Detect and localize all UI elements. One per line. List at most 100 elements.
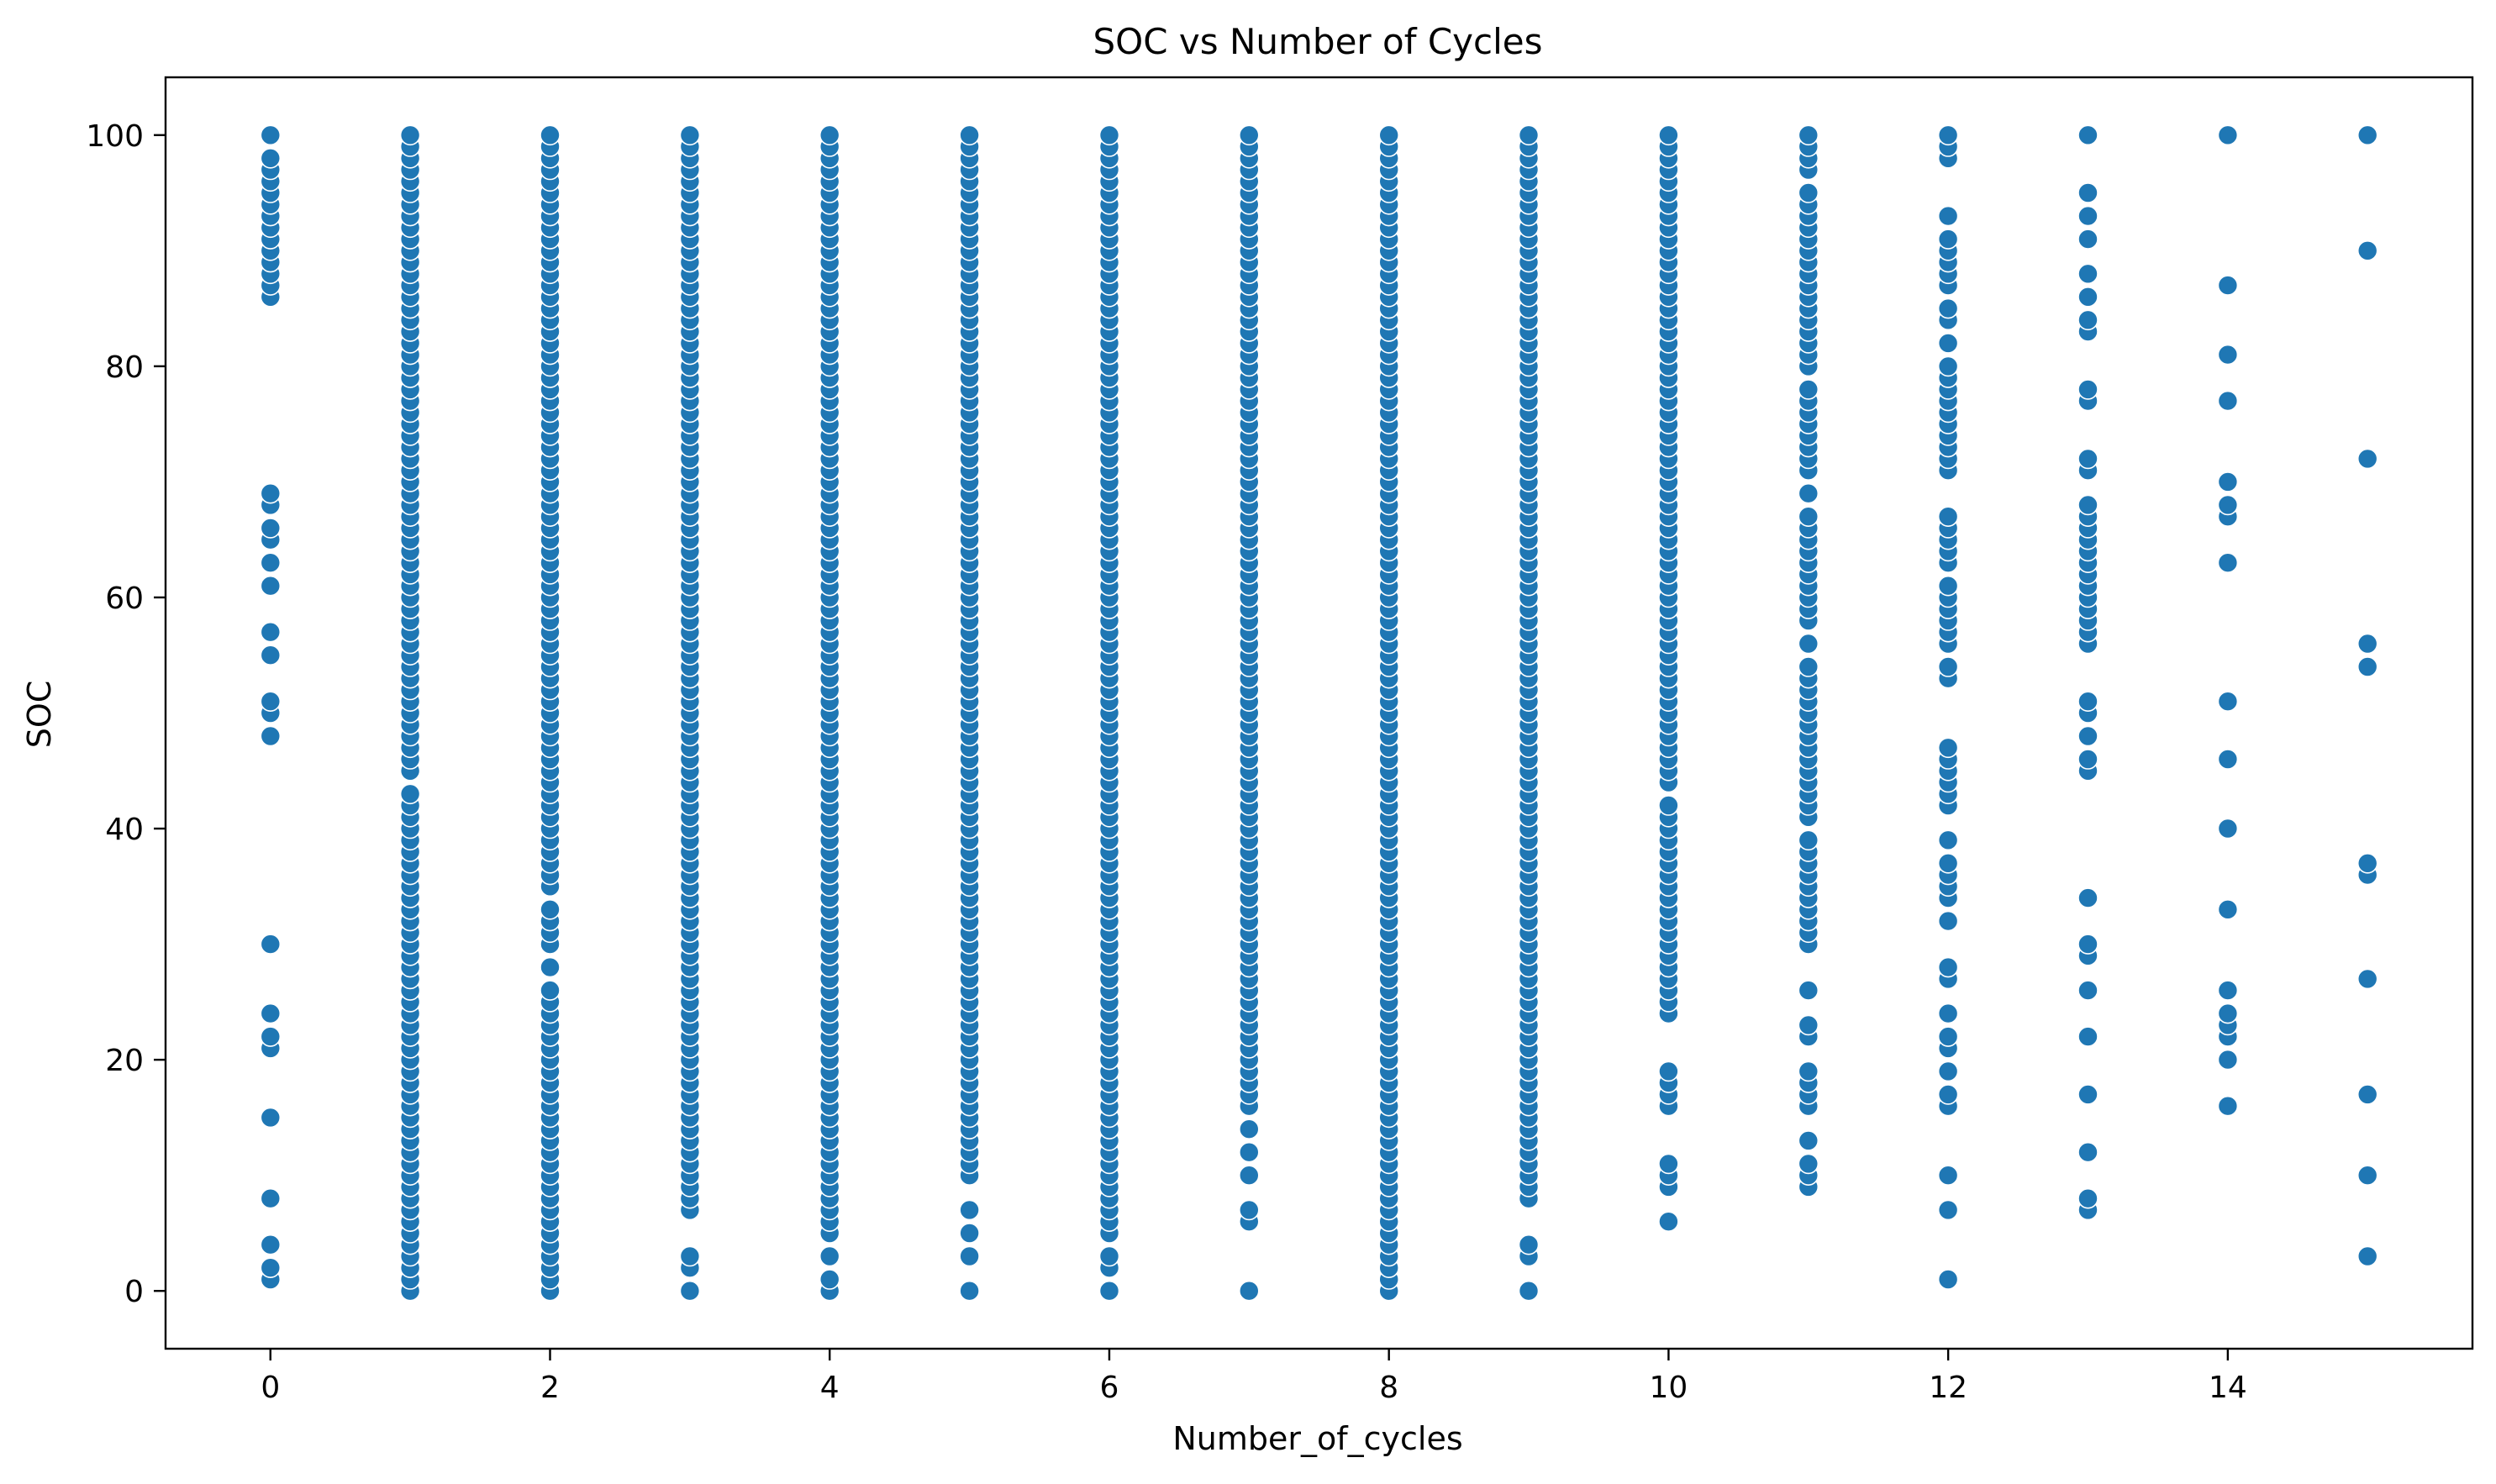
x-tick-label: 0	[261, 1371, 280, 1405]
data-point	[2217, 494, 2239, 516]
data-point	[1518, 1234, 1540, 1255]
data-point	[399, 124, 421, 146]
x-tick-label: 8	[1379, 1371, 1398, 1405]
data-point	[2077, 124, 2098, 146]
x-tick-label: 6	[1100, 1371, 1119, 1405]
data-point	[1098, 1245, 1120, 1267]
data-point	[2356, 1084, 2378, 1105]
data-point	[1239, 1280, 1260, 1302]
data-point	[260, 552, 282, 574]
y-tick-label: 20	[105, 1044, 144, 1078]
data-point	[260, 518, 282, 539]
y-tick-label: 100	[86, 119, 144, 154]
data-point	[260, 482, 282, 504]
data-point	[260, 1002, 282, 1024]
data-point	[1937, 333, 1959, 354]
x-axis-label: Number_of_cycles	[1172, 1420, 1462, 1457]
data-point	[1937, 853, 1959, 874]
data-point	[959, 1199, 980, 1221]
data-point	[819, 1245, 840, 1267]
data-point	[1378, 124, 1399, 146]
data-point	[1239, 1118, 1260, 1139]
data-point	[1239, 1141, 1260, 1163]
data-point	[1798, 124, 1819, 146]
data-point	[1798, 633, 1819, 655]
data-point	[2077, 263, 2098, 285]
data-point	[959, 1245, 980, 1267]
data-point	[2217, 1095, 2239, 1117]
data-point	[2356, 1245, 2378, 1267]
x-tick-label: 14	[2209, 1371, 2247, 1405]
data-point	[1937, 1060, 1959, 1082]
data-point	[1658, 124, 1679, 146]
data-point	[2217, 124, 2239, 146]
data-point	[1518, 1280, 1540, 1302]
data-point	[2356, 968, 2378, 990]
data-point	[1937, 1165, 1959, 1186]
data-point	[2077, 494, 2098, 516]
data-point	[540, 124, 561, 146]
data-point	[2217, 899, 2239, 920]
data-point	[1658, 1211, 1679, 1232]
data-point	[1937, 1269, 1959, 1290]
data-point	[2217, 749, 2239, 770]
y-tick-label: 0	[124, 1275, 144, 1309]
data-point	[679, 124, 701, 146]
data-point	[1937, 910, 1959, 932]
data-point	[1937, 737, 1959, 759]
data-point	[1937, 829, 1959, 851]
data-point	[2217, 980, 2239, 1001]
data-point	[2077, 379, 2098, 400]
data-point	[1937, 506, 1959, 528]
data-point	[1658, 1060, 1679, 1082]
data-point	[1937, 355, 1959, 377]
data-point	[819, 124, 840, 146]
data-point	[260, 1187, 282, 1209]
data-point	[540, 980, 561, 1001]
data-point	[260, 934, 282, 955]
data-point	[399, 783, 421, 805]
data-point	[1798, 1153, 1819, 1175]
data-point	[2217, 344, 2239, 366]
y-axis-label: SOC	[21, 681, 58, 749]
data-point	[2077, 182, 2098, 203]
data-point	[1937, 1084, 1959, 1105]
y-tick-label: 60	[105, 581, 144, 616]
data-point	[2217, 691, 2239, 713]
data-point	[1518, 124, 1540, 146]
data-point	[2217, 1002, 2239, 1024]
data-point	[2077, 309, 2098, 331]
data-point	[1798, 1130, 1819, 1151]
data-point	[1798, 506, 1819, 528]
x-axis: 0 2 4 6 8 10 12 14	[261, 1349, 2247, 1405]
data-point	[2077, 725, 2098, 747]
data-point	[2077, 1026, 2098, 1047]
data-point	[1798, 980, 1819, 1001]
data-point	[1798, 482, 1819, 504]
data-point	[1937, 205, 1959, 227]
data-point	[2077, 980, 2098, 1001]
data-point	[2217, 471, 2239, 492]
data-point	[2077, 749, 2098, 770]
data-point	[1798, 182, 1819, 203]
data-point	[1937, 297, 1959, 319]
data-point	[819, 1269, 840, 1290]
data-point	[1937, 1026, 1959, 1047]
data-point	[2077, 286, 2098, 308]
data-point	[2077, 205, 2098, 227]
data-point	[679, 1280, 701, 1302]
data-point	[260, 725, 282, 747]
x-tick-label: 4	[820, 1371, 840, 1405]
data-point	[1798, 656, 1819, 677]
data-point	[2217, 818, 2239, 839]
data-point	[1937, 124, 1959, 146]
data-point	[1798, 1060, 1819, 1082]
data-point	[1239, 1165, 1260, 1186]
data-point	[2077, 691, 2098, 713]
data-point	[2077, 887, 2098, 908]
data-point	[1239, 1199, 1260, 1221]
data-point	[2356, 1165, 2378, 1186]
data-point	[2217, 1049, 2239, 1071]
